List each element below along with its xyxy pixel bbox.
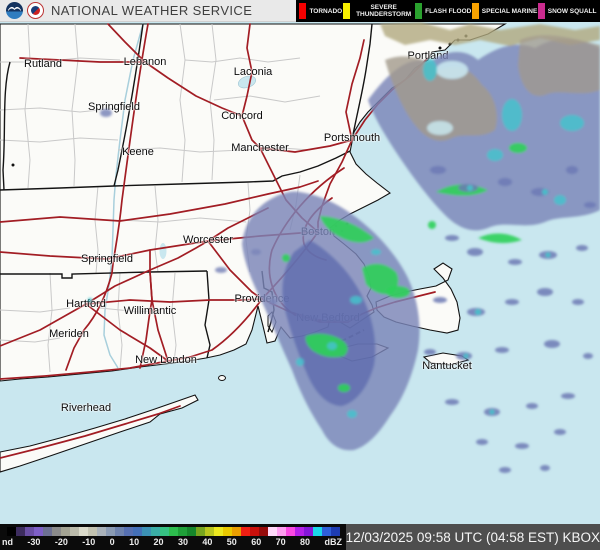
dbz-color-cell	[322, 527, 331, 536]
dbz-colorbar: nd -30 -20 -10 0 10 20 30 40 50 60 70 80 dBZ	[0, 524, 346, 550]
dbz-color-cell	[250, 527, 259, 536]
dbz-color-cell	[295, 527, 304, 536]
legend-swatch	[342, 3, 350, 19]
dbz-tick: 80	[300, 537, 311, 547]
dbz-color-cell	[304, 527, 313, 536]
bottom-bar: nd -30 -20 -10 0 10 20 30 40 50 60 70 80 dBZ 12/03/20…	[0, 524, 600, 550]
dbz-color-cell	[115, 527, 124, 536]
dbz-tick: -10	[82, 537, 96, 547]
dbz-color-cell	[196, 527, 205, 536]
app-title: NATIONAL WEATHER SERVICE	[51, 3, 253, 18]
dbz-color-cell	[16, 527, 25, 536]
dbz-color-cell	[7, 527, 16, 536]
dbz-color-cell	[178, 527, 187, 536]
dbz-color-cell	[223, 527, 232, 536]
dbz-color-cell	[187, 527, 196, 536]
dbz-color-cell	[313, 527, 322, 536]
dbz-color-cell	[52, 527, 61, 536]
dbz-tick: -20	[54, 537, 68, 547]
legend-label: TORNADO	[309, 7, 343, 15]
dbz-color-cell	[151, 527, 160, 536]
dbz-color-cell	[25, 527, 34, 536]
dbz-tick: -30	[27, 537, 41, 547]
dbz-color-cell	[277, 527, 286, 536]
scan-timestamp: 12/03/2025 09:58 UTC (04:58 EST) KBOX	[345, 529, 600, 545]
legend-swatch	[299, 3, 307, 19]
dbz-color-cell	[169, 527, 178, 536]
legend-label: SNOW SQUALL	[547, 7, 597, 15]
dbz-color-cell	[241, 527, 250, 536]
dbz-tick: 60	[251, 537, 262, 547]
noaa-logo-icon	[6, 2, 23, 19]
dbz-color-cell	[34, 527, 43, 536]
dbz-tick: 20	[153, 537, 164, 547]
dbz-tick: 70	[275, 537, 286, 547]
dbz-color-cell	[79, 527, 88, 536]
legend-label: SPECIAL MARINE	[481, 7, 538, 15]
dbz-color-cell	[106, 527, 115, 536]
branding-area: NATIONAL WEATHER SERVICE	[0, 0, 296, 22]
nws-logo-icon	[27, 2, 44, 19]
legend-item: FLASH FLOOD	[415, 3, 471, 19]
legend-label: SEVERE THUNDERSTORM	[356, 4, 412, 18]
dbz-color-strip	[7, 527, 340, 536]
legend-item: SEVERE THUNDERSTORM	[342, 3, 415, 19]
dbz-color-cell	[232, 527, 241, 536]
dbz-color-cell	[214, 527, 223, 536]
timestamp-area: 12/03/2025 09:58 UTC (04:58 EST) KBOX	[345, 524, 600, 550]
dbz-tick: 0	[109, 537, 115, 547]
dbz-color-cell	[88, 527, 97, 536]
dbz-color-cell	[133, 527, 142, 536]
legend-item: SPECIAL MARINE	[471, 3, 538, 19]
dbz-tick: 40	[202, 537, 213, 547]
top-bar: NATIONAL WEATHER SERVICE TORNADO SEVERE T…	[0, 0, 600, 22]
dbz-color-cell	[331, 527, 340, 536]
dbz-color-cell	[268, 527, 277, 536]
legend-item: SNOW SQUALL	[537, 3, 597, 19]
dbz-tick: dBZ	[324, 537, 342, 547]
dbz-color-cell	[142, 527, 151, 536]
dbz-color-cell	[97, 527, 106, 536]
dbz-tick: nd	[2, 537, 13, 547]
warning-legend: TORNADO SEVERE THUNDERSTORM FLASH FLOOD SPE…	[296, 0, 600, 22]
dbz-color-cell	[124, 527, 133, 536]
legend-swatch	[537, 3, 545, 19]
dbz-color-cell	[43, 527, 52, 536]
legend-item: TORNADO	[299, 3, 342, 19]
legend-swatch	[471, 3, 479, 19]
dbz-color-cell	[286, 527, 295, 536]
dbz-color-cell	[160, 527, 169, 536]
dbz-tick: 10	[129, 537, 140, 547]
dbz-color-cell	[259, 527, 268, 536]
dbz-color-cell	[70, 527, 79, 536]
legend-swatch	[415, 3, 423, 19]
dbz-color-cell	[205, 527, 214, 536]
dbz-tick: 50	[226, 537, 237, 547]
dbz-tick-labels: nd -30 -20 -10 0 10 20 30 40 50 60 70 80 dBZ	[2, 537, 342, 548]
dbz-tick: 30	[177, 537, 188, 547]
legend-label: FLASH FLOOD	[425, 7, 472, 15]
dbz-color-cell	[61, 527, 70, 536]
